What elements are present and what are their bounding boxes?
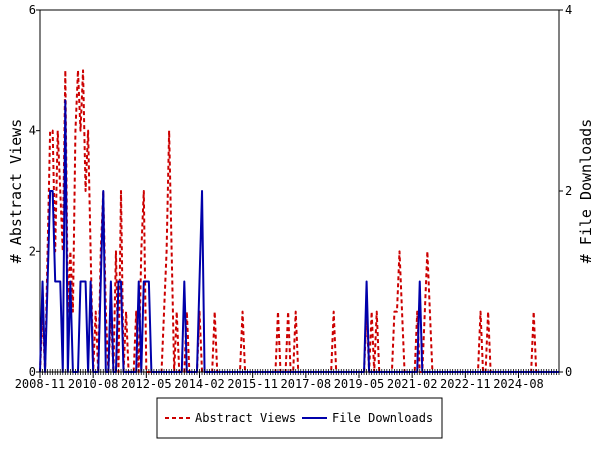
x-tick-marks [39,369,560,375]
legend: Abstract Views File Downloads [156,397,443,439]
legend-box [156,397,443,439]
legend-label-file-downloads: File Downloads [332,411,433,425]
y2-tick-label: 4 [565,3,572,17]
series-line-file-downloads [39,99,559,373]
x-tick-label: 2015-11 [227,377,278,391]
x-tick-label: 2010-08 [68,377,119,391]
x-tick-label: 2021-02 [387,377,438,391]
y2-tick-label: 2 [565,184,572,198]
y-tick-label: 4 [29,124,36,138]
y2-axis-title: # File Downloads [577,119,595,264]
y2-tick-label: 0 [565,365,572,379]
series-layer [39,69,559,373]
x-tick-label: 2017-08 [281,377,332,391]
x-tick-label: 2019-05 [334,377,385,391]
x-tick-label: 2012-05 [121,377,172,391]
plot-area [39,9,560,373]
x-tick-label: 2014-02 [174,377,225,391]
x-tick-label: 2008-11 [15,377,66,391]
x-tick-labels: 2008-11 2010-08 2012-05 2014-02 2015-11 2017-… [15,372,544,391]
x-tick-label: 2022-11 [440,377,491,391]
y-tick-layer: 0 2 4 6 [29,3,40,379]
y-tick-label: 6 [29,3,36,17]
y-tick-label: 2 [29,244,36,258]
x-tick-label: 2024-08 [493,377,544,391]
y2-tick-layer: 0 2 4 [559,3,572,379]
y-tick-label: 0 [29,365,36,379]
legend-label-abstract-views: Abstract Views [195,411,296,425]
y-axis-title: # Abstract Views [7,119,25,264]
